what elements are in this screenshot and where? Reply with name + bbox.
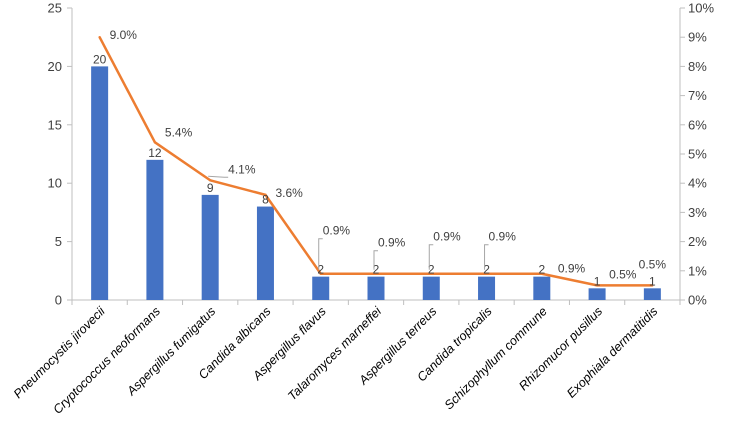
y-right-tick-label: 5% xyxy=(688,147,707,162)
y-right-tick-label: 6% xyxy=(688,117,707,132)
bar xyxy=(201,194,219,300)
bar-value-label: 1 xyxy=(594,274,601,288)
label-leader-line xyxy=(428,244,434,270)
y-right-tick-label: 4% xyxy=(688,176,707,191)
y-right-tick-label: 0% xyxy=(688,293,707,308)
y-left-tick-label: 15 xyxy=(48,117,62,132)
line-point xyxy=(208,179,212,182)
bar-value-label: 12 xyxy=(148,146,162,160)
bar xyxy=(256,206,274,300)
label-leader-line xyxy=(208,175,229,178)
bar-value-label: 2 xyxy=(428,263,435,277)
bar xyxy=(643,288,661,300)
percentage-label: 0.9% xyxy=(433,230,461,244)
y-right-tick-label: 9% xyxy=(688,30,707,45)
category-label: Schizophyllum commune xyxy=(442,304,550,412)
line-point xyxy=(540,272,544,275)
bar xyxy=(478,276,496,300)
percentage-label: 0.9% xyxy=(489,230,517,244)
y-left-tick-label: 5 xyxy=(55,234,62,249)
y-left-tick-label: 25 xyxy=(48,1,62,16)
y-left-tick-label: 10 xyxy=(48,176,62,191)
category-label: Cryptococcus neoformans xyxy=(50,304,163,417)
bar-value-label: 2 xyxy=(373,263,380,277)
line-point xyxy=(264,193,267,197)
line-point xyxy=(595,284,599,287)
bar xyxy=(533,276,551,300)
line-point xyxy=(430,272,433,275)
axes-layer: 0 5 10 15 20 25 0% 1% 2% 3% 4% 5% 6% 7% 8% 9% 10% Pneumoc… xyxy=(11,1,715,417)
bar xyxy=(312,276,330,300)
bar-value-label: 1 xyxy=(649,274,656,288)
y-left-tick-label: 20 xyxy=(48,59,62,74)
y-right-tick-label: 10% xyxy=(688,1,714,16)
bar-value-label: 20 xyxy=(93,52,107,66)
percentage-label: 3.6% xyxy=(275,186,303,200)
category-label: Talaromyces marneffei xyxy=(285,303,385,403)
percentage-label: 0.5% xyxy=(639,257,667,271)
bar xyxy=(367,276,385,300)
y-right-tick-label: 3% xyxy=(688,205,707,220)
line-point xyxy=(98,36,101,39)
category-label: Pneumocystis jirovecii xyxy=(11,303,109,401)
y-right-tick-label: 7% xyxy=(688,88,707,103)
label-leader-line xyxy=(373,250,378,270)
y-right-tick-label: 8% xyxy=(688,59,707,74)
line-layer xyxy=(98,36,654,287)
label-leader-line xyxy=(318,238,323,270)
line-point xyxy=(651,284,654,287)
bars-layer xyxy=(91,66,661,301)
bar-value-label: 9 xyxy=(207,181,214,195)
bar-value-label: 8 xyxy=(262,193,269,207)
label-leader-line xyxy=(484,244,489,270)
percentage-label: 9.0% xyxy=(110,28,138,42)
bar-value-label: 2 xyxy=(538,263,545,277)
y-right-tick-label: 2% xyxy=(688,234,707,249)
y-right-tick-label: 1% xyxy=(688,263,707,278)
line-point xyxy=(485,272,488,275)
labels-layer: 20 12 9 8 2 2 2 2 2 1 1 9.0% 5.4% 4.1% 3.6% 0.9% 0.9% 0.9… xyxy=(93,28,666,288)
bar xyxy=(146,159,164,300)
percentage-line xyxy=(98,36,653,287)
line-point xyxy=(374,272,378,275)
bar xyxy=(588,288,606,300)
percentage-label: 0.9% xyxy=(323,224,351,238)
line-point xyxy=(319,272,322,275)
y-left-tick-label: 0 xyxy=(55,293,62,308)
line-point xyxy=(153,141,157,144)
category-label: Exophiala dermatitidis xyxy=(564,304,660,400)
bar-value-label: 2 xyxy=(317,263,324,277)
bar-value-label: 2 xyxy=(483,263,490,277)
percentage-label: 0.5% xyxy=(609,267,637,281)
bar xyxy=(422,276,440,300)
percentage-label: 0.9% xyxy=(558,262,586,276)
bar xyxy=(91,66,109,301)
percentage-label: 4.1% xyxy=(228,162,256,176)
percentage-label: 5.4% xyxy=(165,125,193,139)
percentage-label: 0.9% xyxy=(378,236,406,250)
